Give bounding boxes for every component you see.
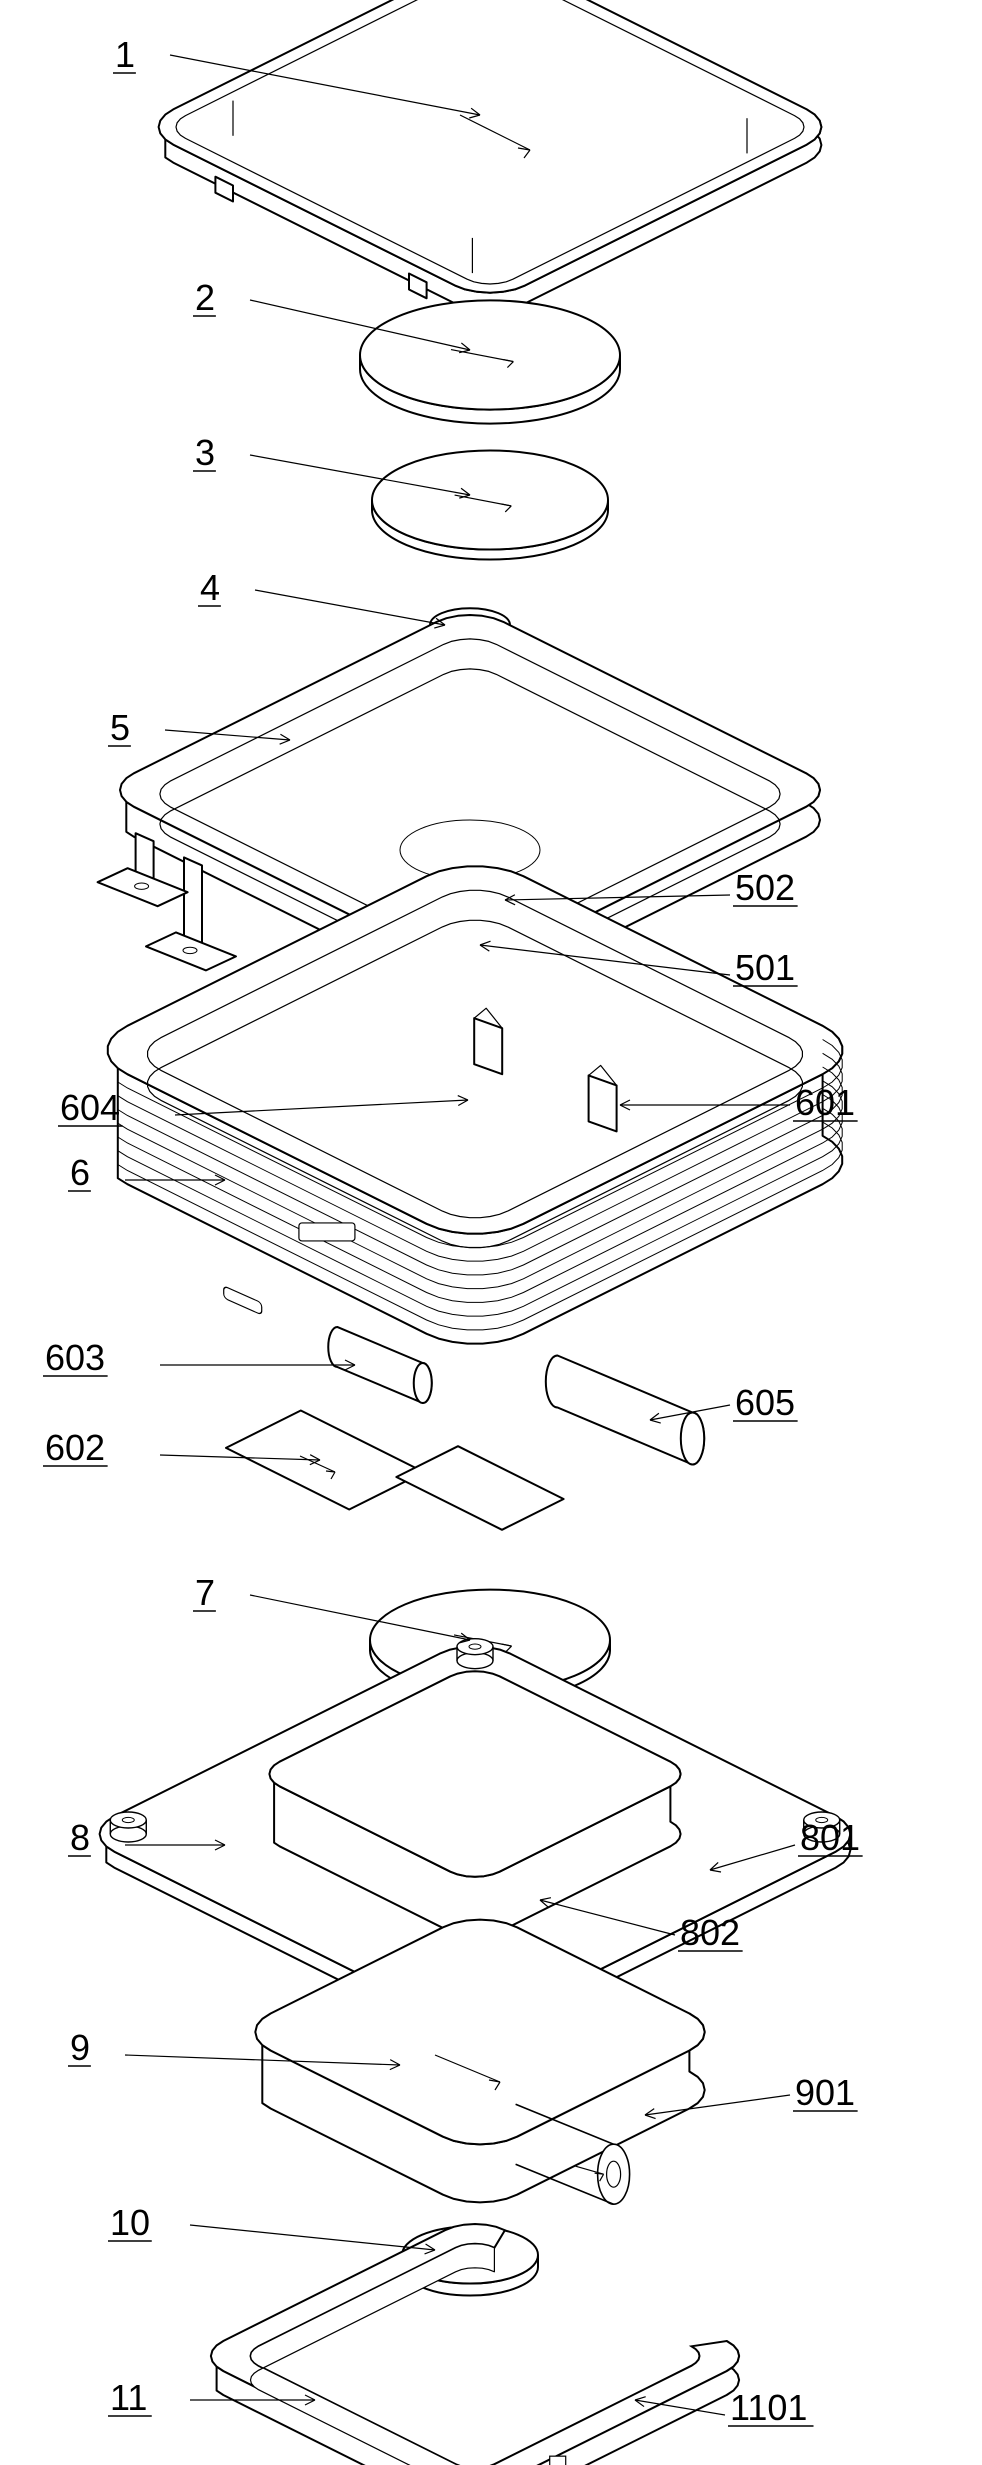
- leader-4: [255, 590, 445, 625]
- label-6: 6: [70, 1152, 90, 1193]
- label-602: 602: [45, 1427, 105, 1468]
- label-1: 1: [115, 34, 135, 75]
- part-2-disc: [360, 300, 620, 423]
- label-502: 502: [735, 867, 795, 908]
- part-605-cylinder: [546, 1356, 704, 1465]
- label-8: 8: [70, 1817, 90, 1858]
- part-3-disc: [372, 450, 608, 559]
- label-501: 501: [735, 947, 795, 988]
- label-11: 11: [110, 2377, 147, 2418]
- label-7: 7: [195, 1572, 215, 1613]
- label-9: 9: [70, 2027, 90, 2068]
- part-11-frame: [211, 2224, 739, 2465]
- label-605: 605: [735, 1382, 795, 1423]
- label-10: 10: [110, 2202, 150, 2243]
- label-901: 901: [795, 2072, 855, 2113]
- label-604: 604: [60, 1087, 120, 1128]
- part-602-sheet: [226, 1411, 424, 1510]
- label-601: 601: [795, 1082, 855, 1123]
- label-2: 2: [195, 277, 215, 318]
- part-1-top-plate: [159, 0, 822, 311]
- label-3: 3: [195, 432, 215, 473]
- label-4: 4: [200, 567, 220, 608]
- label-603: 603: [45, 1337, 105, 1378]
- extra-sheet: [396, 1446, 563, 1530]
- leader-10: [190, 2225, 435, 2250]
- label-1101: 1101: [730, 2387, 807, 2428]
- label-802: 802: [680, 1912, 740, 1953]
- label-801: 801: [800, 1817, 860, 1858]
- label-5: 5: [110, 707, 130, 748]
